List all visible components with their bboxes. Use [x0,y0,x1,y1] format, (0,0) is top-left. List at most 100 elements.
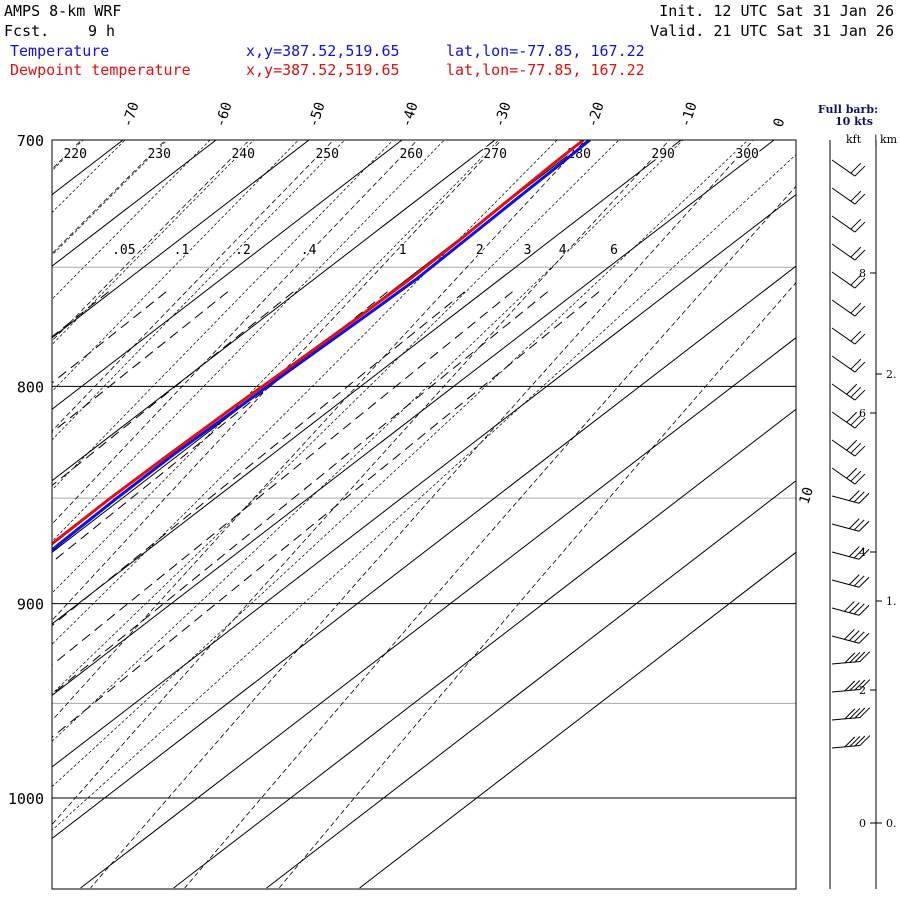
mixing-ratio-line [52,291,513,666]
km-tick-label: 2. [886,368,897,381]
wind-barb [831,490,870,504]
moist-adiabat [52,140,684,742]
mixing-ratio-line [52,291,388,563]
mixing-ratio-label: .1 [174,243,190,258]
legend-temperature: Temperature [10,42,109,60]
km-tick-label: 1. [886,595,897,608]
isotherm-line [266,480,796,889]
kft-tick-label: 8 [859,267,866,280]
moist-adiabat [52,140,299,392]
isotherm-label: -60 [213,100,236,129]
wind-barb [831,439,866,457]
wind-barb [831,355,866,373]
model-title: AMPS 8-km WRF [4,2,121,20]
mixing-ratio-label: 6 [610,243,618,258]
dry-adiabat-260 [52,140,418,525]
theta-label: 260 [399,147,422,162]
isotherm-line [52,140,217,267]
mixing-ratio-label: 1 [399,243,407,258]
isotherm-label: 0 [771,116,789,129]
isotherm-label: -50 [306,100,329,129]
theta-label: 220 [63,147,86,162]
wind-barb [831,735,871,749]
theta-label: 270 [483,147,506,162]
mixing-ratio-line [52,291,600,738]
isotherm-line [52,140,496,482]
theta-label: 230 [147,147,170,162]
legend-dewpoint-latlon: lat,lon=-77.85, 167.22 [446,61,645,79]
isotherm-label: -20 [585,100,608,129]
kft-tick-label: 0 [859,817,866,830]
dry-adiabat-300 [90,140,754,889]
kft-tick-label: 4 [859,546,866,559]
mixing-ratio-label: 2 [476,243,484,258]
legend-dewpoint: Dewpoint temperature [10,61,191,79]
wind-barb [831,215,866,233]
barb-legend-line1: Full barb: [818,103,878,116]
wind-barb [831,243,866,261]
isotherm-line [173,408,796,889]
isotherm-label: -30 [492,100,515,129]
moist-adiabat [52,140,558,645]
wind-barb [831,546,870,560]
wind-barb [831,651,871,665]
isotherm-line [52,140,310,339]
moist-adiabat [52,140,620,695]
pressure-tick-label: 700 [17,132,44,150]
legend-dewpoint-xy: x,y=387.52,519.65 [246,61,400,79]
isotherm-line [52,140,403,410]
wind-barbs [831,159,871,749]
valid-time: Valid. 21 UTC Sat 31 Jan 26 [650,22,894,40]
wind-barb [831,518,870,532]
km-label: km [880,133,898,146]
dry-adiabat-210 [0,114,25,889]
isotherm-label: -40 [399,100,422,129]
legend-temperature-latlon: lat,lon=-77.85, 167.22 [446,42,645,60]
wind-barb [831,679,871,693]
kft-tick-label: 2 [859,684,866,697]
height-ticks: 8 6 4 2 0 2. 1. 0. [859,267,897,830]
pressure-tick-label: 900 [17,596,44,614]
isotherm-line [52,140,682,625]
wind-barb [831,159,866,177]
plot-frame [51,139,797,890]
pressure-tick-label: 800 [17,378,44,396]
theta-label: 240 [231,147,254,162]
sounding-profiles [52,140,591,552]
moist-adiabat [52,140,749,788]
dry-adiabat-230 [52,140,167,255]
kft-label: kft [846,133,862,146]
dry-adiabat-280 [52,140,586,722]
wind-barb [831,383,866,401]
forecast-label: Fcst. [4,22,49,40]
wind-barb [831,707,871,721]
wind-barb [831,574,870,588]
km-tick-label: 0. [886,817,897,830]
theta-label: 290 [651,147,674,162]
wind-barb [831,187,866,205]
wind-barb [831,467,866,485]
moist-adiabat [52,140,168,256]
moist-adiabat [52,140,445,542]
mixing-ratio-label: .2 [235,243,251,258]
moist-adiabat [52,140,255,346]
wind-barb [831,628,870,644]
wind-barb [831,327,866,345]
mixing-ratio-label: .05 [112,243,135,258]
init-time: Init. 12 UTC Sat 31 Jan 26 [659,2,894,20]
temperature-profile [52,140,591,552]
wind-barb [831,411,866,429]
isotherm-line [52,265,796,840]
pressure-tick-label: 1000 [8,790,44,808]
isotherm-label: -10 [678,100,701,129]
moist-adiabat [52,154,796,831]
kft-tick-label: 6 [859,407,866,420]
pressure-axis: 700 800 900 1000 [8,132,44,808]
isotherm-line [359,551,796,889]
isotherm-line [80,337,796,889]
svg-text:|: | [874,133,878,147]
moist-adiabat [52,140,500,594]
moist-adiabat [52,140,346,441]
